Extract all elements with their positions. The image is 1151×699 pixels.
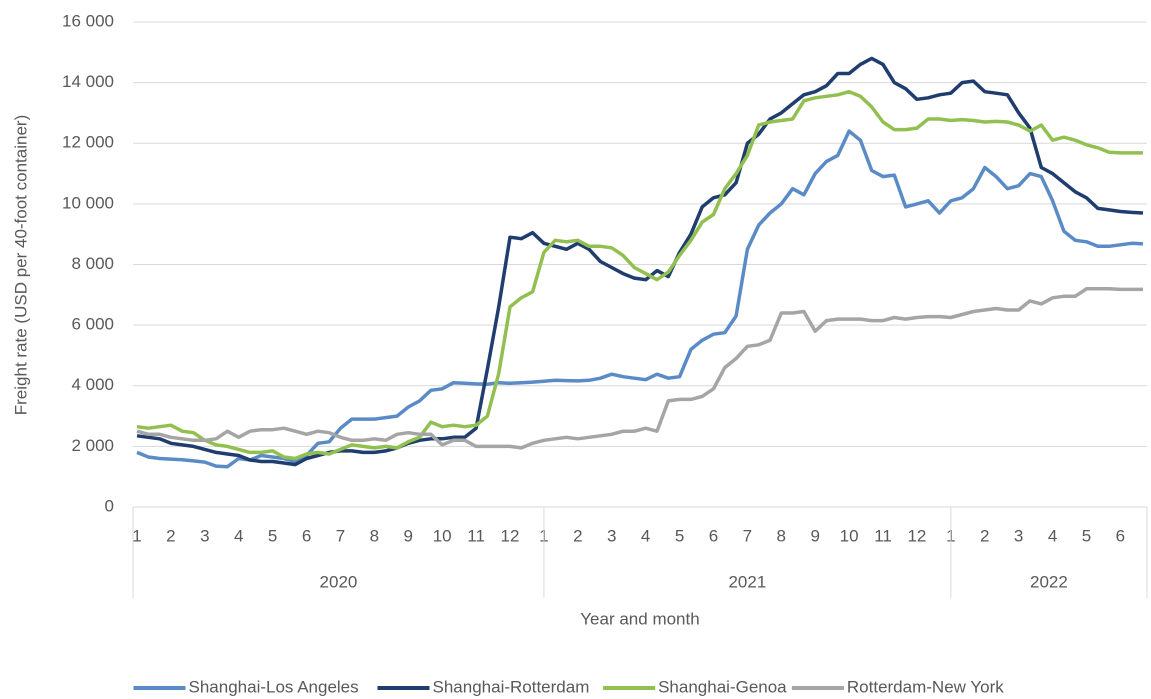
series-line [136,89,1143,461]
x-tick-label: 12 [907,526,926,545]
x-tick-label: 4 [641,526,650,545]
series-line [136,56,1144,467]
x-tick-label: 3 [200,526,209,545]
x-tick-label: 4 [234,526,243,545]
x-tick-label: 10 [433,526,452,545]
x-tick-label: 3 [1014,526,1023,545]
x-tick-label: 11 [467,526,485,545]
y-tick-label: 8 000 [71,254,114,273]
y-tick-label: 16 000 [62,11,114,30]
x-tick-label: 1 [132,526,141,545]
y-tick-label: 2 000 [71,436,114,455]
x-tick-label: 8 [370,526,379,545]
x-tick-label: 8 [777,526,786,545]
legend-label: Rotterdam-New York [847,677,1004,696]
x-tick-label: 5 [675,526,684,545]
y-tick-label: 10 000 [62,193,114,212]
x-tick-label: 2 [573,526,582,545]
series-line [136,129,1144,469]
year-label: 2022 [1030,572,1068,591]
x-tick-label: 10 [840,526,859,545]
x-tick-label: 12 [501,526,520,545]
x-tick-label: 4 [1048,526,1057,545]
x-tick-label: 9 [404,526,413,545]
series-line [136,287,1143,450]
x-tick-label: 6 [302,526,311,545]
x-tick-label: 6 [709,526,718,545]
y-axis-title: Freight rate (USD per 40-foot container) [11,115,30,415]
year-label: 2020 [320,572,358,591]
y-tick-label: 0 [105,496,114,515]
x-axis-title: Year and month [580,609,699,628]
y-tick-label: 14 000 [62,72,114,91]
legend-label: Shanghai-Genoa [658,677,787,696]
y-tick-label: 6 000 [71,315,114,334]
x-tick-label: 7 [743,526,752,545]
x-tick-label: 5 [1082,526,1091,545]
x-tick-label: 7 [336,526,345,545]
legend-label: Shanghai-Los Angeles [189,677,359,696]
x-tick-label: 5 [268,526,277,545]
x-tick-label: 3 [607,526,616,545]
x-tick-label: 2 [980,526,989,545]
x-tick-label: 9 [810,526,819,545]
x-tick-label: 2 [166,526,175,545]
year-label: 2021 [728,572,766,591]
x-tick-label: 6 [1116,526,1125,545]
x-tick-label: 11 [874,526,892,545]
y-tick-label: 4 000 [71,375,114,394]
legend-label: Shanghai-Rotterdam [433,677,590,696]
y-tick-label: 12 000 [62,133,114,152]
